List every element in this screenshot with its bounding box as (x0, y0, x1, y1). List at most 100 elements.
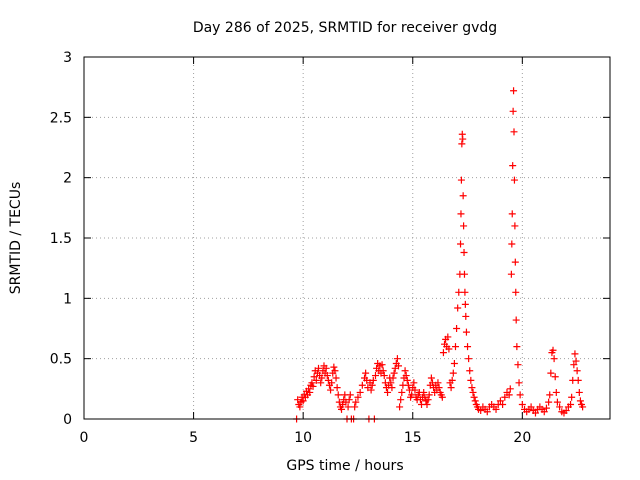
data-point (514, 361, 522, 369)
data-point (455, 288, 463, 296)
data-point (460, 222, 468, 230)
data-point (579, 403, 587, 411)
data-point (531, 409, 539, 417)
data-point (384, 388, 392, 396)
data-point (477, 407, 485, 415)
data-points (293, 87, 587, 423)
data-point (546, 391, 554, 399)
data-point (496, 397, 504, 405)
data-point (345, 396, 353, 404)
data-point (568, 393, 576, 401)
data-point (423, 401, 431, 409)
y-tick-label: 0 (63, 412, 72, 428)
data-point (466, 367, 474, 375)
data-point (444, 333, 452, 341)
data-point (322, 364, 330, 372)
data-point (499, 401, 507, 409)
data-point (346, 391, 354, 399)
data-point (327, 386, 335, 394)
data-point (354, 393, 362, 401)
data-point (425, 391, 433, 399)
data-point (306, 388, 314, 396)
data-point (457, 176, 465, 184)
data-point (389, 374, 397, 382)
data-point (330, 363, 338, 371)
data-point (378, 361, 386, 369)
data-point (398, 388, 406, 396)
data-point (332, 374, 340, 382)
data-point (506, 385, 514, 393)
data-point (459, 192, 467, 200)
data-point (447, 384, 455, 392)
data-point (571, 350, 579, 358)
data-point (318, 374, 326, 382)
data-point (547, 369, 555, 377)
data-point (445, 345, 453, 353)
data-point (439, 349, 447, 357)
data-point (299, 397, 307, 405)
data-point (464, 343, 472, 351)
x-tick-label: 10 (294, 430, 312, 446)
data-point (553, 398, 561, 406)
data-point (356, 388, 364, 396)
data-point (545, 398, 553, 406)
data-point (308, 379, 316, 387)
data-point (542, 404, 550, 412)
data-point (510, 87, 518, 95)
data-point (390, 369, 398, 377)
data-point (556, 403, 564, 411)
data-point (328, 379, 336, 387)
data-point (317, 379, 325, 387)
data-point (435, 384, 443, 392)
data-point (448, 376, 456, 384)
data-point (527, 403, 535, 411)
y-tick-label: 2 (63, 171, 72, 187)
data-point (572, 357, 580, 365)
data-point (550, 355, 558, 363)
data-point (362, 369, 370, 377)
data-point (458, 140, 466, 148)
data-point (468, 384, 476, 392)
x-tick-label: 5 (189, 430, 198, 446)
data-point (396, 403, 404, 411)
data-point (511, 258, 519, 266)
data-point (358, 381, 366, 389)
data-point (508, 240, 516, 248)
data-point (395, 362, 403, 370)
data-point (387, 379, 395, 387)
data-point (296, 403, 304, 411)
x-tick-label: 15 (404, 430, 422, 446)
data-point (510, 128, 518, 136)
data-point (515, 379, 523, 387)
data-point (507, 270, 515, 278)
data-point (344, 403, 352, 411)
data-point (460, 270, 468, 278)
data-point (575, 388, 583, 396)
data-point (540, 408, 548, 416)
data-point (410, 379, 418, 387)
data-point (457, 240, 465, 248)
data-point (323, 372, 331, 380)
data-point (402, 372, 410, 380)
data-point (309, 382, 317, 390)
data-point (471, 397, 479, 405)
y-tick-label: 2.5 (50, 110, 72, 126)
data-point (576, 397, 584, 405)
data-point (368, 381, 376, 389)
data-point (516, 391, 524, 399)
chart-title: Day 286 of 2025, SRMTID for receiver gvd… (193, 20, 497, 36)
data-point (512, 288, 520, 296)
data-point (467, 376, 475, 384)
data-point (333, 384, 341, 392)
x-tick-label: 0 (80, 430, 89, 446)
data-point (492, 405, 500, 413)
data-point (483, 408, 491, 416)
data-point (411, 386, 419, 394)
data-point (315, 364, 323, 372)
data-point (312, 376, 320, 384)
y-tick-label: 0.5 (50, 352, 72, 368)
data-point (334, 391, 342, 399)
data-point (460, 248, 468, 256)
data-point (549, 346, 557, 354)
y-tick-label: 3 (63, 50, 72, 66)
